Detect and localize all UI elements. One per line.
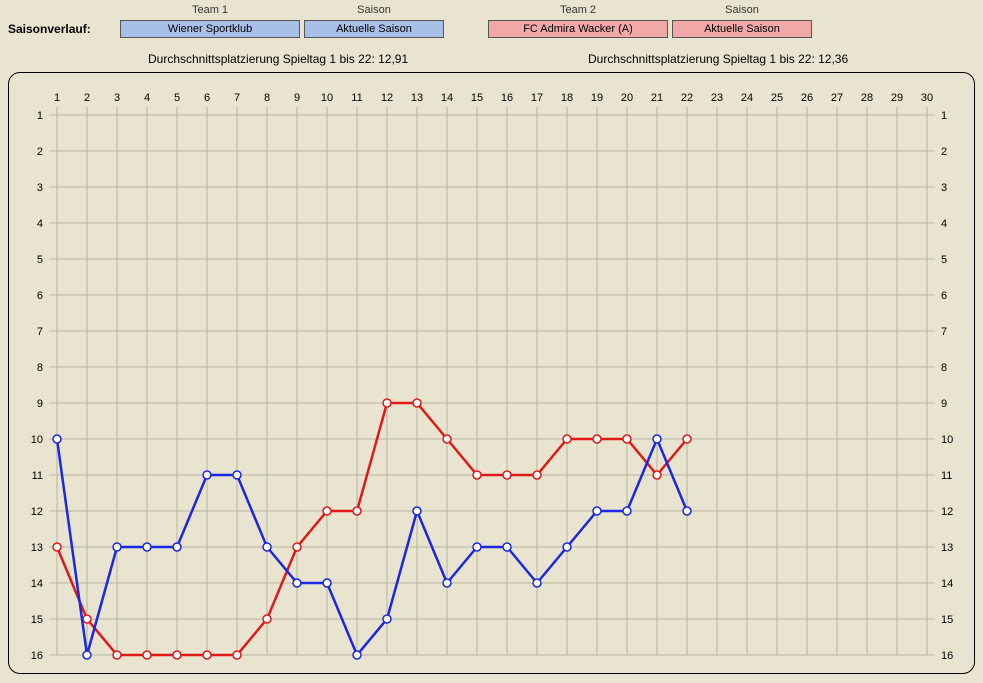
svg-text:1: 1 (941, 110, 947, 122)
team1-column: Team 1 Wiener Sportklub (120, 4, 300, 38)
saison1-selector[interactable]: Aktuelle Saison (304, 20, 444, 38)
svg-text:7: 7 (234, 92, 240, 104)
svg-text:7: 7 (941, 326, 947, 338)
svg-text:15: 15 (471, 92, 483, 104)
svg-text:2: 2 (84, 92, 90, 104)
svg-text:3: 3 (941, 182, 947, 194)
svg-text:5: 5 (37, 254, 43, 266)
svg-text:26: 26 (801, 92, 813, 104)
svg-text:27: 27 (831, 92, 843, 104)
app-container: Saisonverlauf: Team 1 Wiener Sportklub S… (0, 0, 983, 683)
team1-label: Team 1 (192, 4, 228, 18)
svg-text:4: 4 (941, 218, 947, 230)
team2-column: Team 2 FC Admira Wacker (A) (488, 4, 668, 38)
svg-text:28: 28 (861, 92, 873, 104)
svg-text:3: 3 (114, 92, 120, 104)
svg-text:11: 11 (351, 92, 362, 104)
svg-text:13: 13 (31, 542, 43, 554)
svg-text:2: 2 (37, 146, 43, 158)
svg-text:5: 5 (941, 254, 947, 266)
svg-text:10: 10 (941, 434, 953, 446)
svg-text:9: 9 (294, 92, 300, 104)
season-chart: 1234567891011121314151617181920212223242… (9, 73, 974, 673)
svg-text:14: 14 (941, 578, 953, 590)
svg-text:9: 9 (37, 398, 43, 410)
svg-text:29: 29 (891, 92, 903, 104)
svg-text:16: 16 (31, 650, 43, 662)
header-row: Saisonverlauf: Team 1 Wiener Sportklub S… (0, 0, 983, 52)
svg-text:4: 4 (37, 218, 43, 230)
saison2-selector[interactable]: Aktuelle Saison (672, 20, 812, 38)
chart-frame: 1234567891011121314151617181920212223242… (8, 72, 975, 674)
svg-text:10: 10 (31, 434, 43, 446)
svg-text:4: 4 (144, 92, 150, 104)
svg-text:17: 17 (531, 92, 543, 104)
saison2-column: Saison Aktuelle Saison (672, 4, 812, 38)
svg-text:18: 18 (561, 92, 573, 104)
svg-text:16: 16 (941, 650, 953, 662)
svg-text:14: 14 (31, 578, 43, 590)
svg-text:30: 30 (921, 92, 933, 104)
saison2-label: Saison (725, 4, 759, 18)
svg-text:8: 8 (264, 92, 270, 104)
avg-team2: Durchschnittsplatzierung Spieltag 1 bis … (588, 52, 848, 66)
svg-text:13: 13 (411, 92, 423, 104)
svg-text:23: 23 (711, 92, 723, 104)
team2-label: Team 2 (560, 4, 596, 18)
svg-text:12: 12 (31, 506, 43, 518)
svg-text:14: 14 (441, 92, 453, 104)
svg-text:6: 6 (941, 290, 947, 302)
avg-team1: Durchschnittsplatzierung Spieltag 1 bis … (148, 52, 548, 66)
svg-text:1: 1 (37, 110, 43, 122)
team1-selector[interactable]: Wiener Sportklub (120, 20, 300, 38)
svg-text:12: 12 (381, 92, 393, 104)
svg-text:10: 10 (321, 92, 333, 104)
saisonverlauf-label: Saisonverlauf: (8, 4, 118, 36)
svg-text:13: 13 (941, 542, 953, 554)
avg-row: Durchschnittsplatzierung Spieltag 1 bis … (0, 52, 983, 72)
svg-text:6: 6 (204, 92, 210, 104)
svg-text:3: 3 (37, 182, 43, 194)
svg-text:11: 11 (941, 470, 952, 482)
svg-text:20: 20 (621, 92, 633, 104)
svg-text:9: 9 (941, 398, 947, 410)
svg-text:19: 19 (591, 92, 603, 104)
svg-text:25: 25 (771, 92, 783, 104)
svg-text:22: 22 (681, 92, 693, 104)
team2-selector[interactable]: FC Admira Wacker (A) (488, 20, 668, 38)
svg-text:12: 12 (941, 506, 953, 518)
svg-text:7: 7 (37, 326, 43, 338)
svg-text:11: 11 (32, 470, 43, 482)
svg-text:2: 2 (941, 146, 947, 158)
svg-text:16: 16 (501, 92, 513, 104)
svg-text:21: 21 (651, 92, 663, 104)
saison1-column: Saison Aktuelle Saison (304, 4, 444, 38)
svg-text:15: 15 (31, 614, 43, 626)
svg-text:8: 8 (37, 362, 43, 374)
saison1-label: Saison (357, 4, 391, 18)
svg-text:24: 24 (741, 92, 753, 104)
svg-text:1: 1 (54, 92, 60, 104)
svg-text:5: 5 (174, 92, 180, 104)
svg-text:15: 15 (941, 614, 953, 626)
svg-text:6: 6 (37, 290, 43, 302)
svg-text:8: 8 (941, 362, 947, 374)
